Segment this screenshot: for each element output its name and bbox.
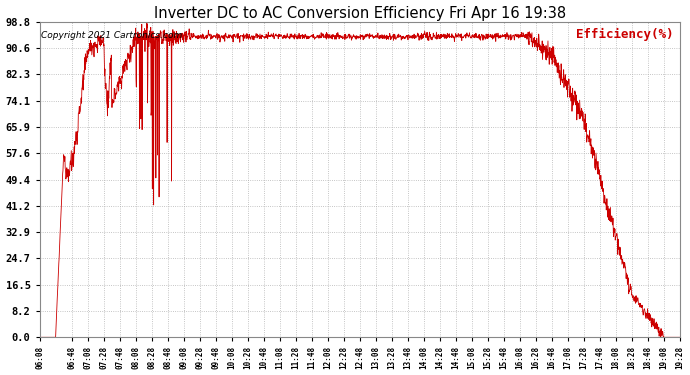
Text: Copyright 2021 Cartronics.com: Copyright 2021 Cartronics.com [41,31,182,40]
Title: Inverter DC to AC Conversion Efficiency Fri Apr 16 19:38: Inverter DC to AC Conversion Efficiency … [154,6,566,21]
Text: Efficiency(%): Efficiency(%) [576,28,673,41]
